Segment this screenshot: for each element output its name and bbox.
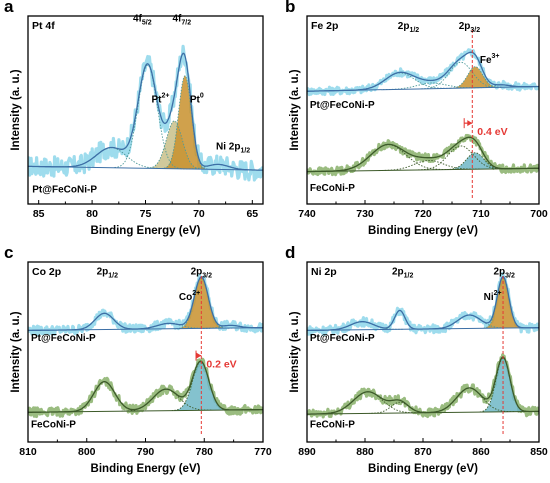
shift-label-c: 0.2 eV xyxy=(206,359,236,371)
peak-annotation-b-0: 2p1/2 xyxy=(398,21,420,34)
component-peak-a-0-1 xyxy=(113,64,182,170)
x-tick-label-d-2: 870 xyxy=(414,446,432,458)
peak-annotation-d-1: 2p3/2 xyxy=(493,267,515,280)
fit-curve-b-0 xyxy=(307,51,539,92)
x-axis-label-c: Binding Energy (eV) xyxy=(91,463,201,475)
y-axis-label-a: Intensity (a. u.) xyxy=(10,69,22,150)
component-peak-b-1-1 xyxy=(378,159,480,171)
panel-title-c: Co 2p xyxy=(32,266,61,278)
panel-b: Pt@FeCoNi-P FeCoNi-P 0.4 eV 2p1/2 2p3/2 Fe3+ 7… xyxy=(285,0,548,237)
series-label-c-1: FeCoNi-P xyxy=(31,420,76,431)
plot-area-b xyxy=(307,48,539,177)
x-tick-label-c-4: 770 xyxy=(254,446,272,458)
plot-area-c xyxy=(28,273,263,419)
panel-letter-d: d xyxy=(285,243,295,262)
component-peak-b-0-3 xyxy=(448,66,502,89)
fit-curve-b-1 xyxy=(307,136,539,173)
y-axis-label-c: Intensity (a. u.) xyxy=(10,311,22,392)
x-tick-label-a-1: 80 xyxy=(86,208,98,220)
series-label-d-1: FeCoNi-P xyxy=(310,420,355,431)
fit-curve-a-0 xyxy=(28,52,263,171)
x-axis-label-b: Binding Energy (eV) xyxy=(368,225,478,237)
y-axis-label-d: Intensity (a. u.) xyxy=(289,311,301,392)
x-axis-label-d: Binding Energy (eV) xyxy=(368,463,478,475)
shift-label-b: 0.4 eV xyxy=(477,126,507,138)
fill-component-a-0-1 xyxy=(164,75,206,170)
peak-annotation-c-2: Co2+ xyxy=(179,290,200,303)
panel-c: Pt@FeCoNi-P FeCoNi-P 0.2 eV 2p1/2 2p3/2 Co2+ 8… xyxy=(4,243,272,475)
peak-annotation-c-1: 2p3/2 xyxy=(191,267,213,280)
x-tick-label-c-3: 780 xyxy=(195,446,213,458)
x-tick-label-a-0: 85 xyxy=(33,208,45,220)
x-tick-label-c-0: 810 xyxy=(19,446,37,458)
raw-data-b-0 xyxy=(307,48,539,97)
shift-arrowhead-c xyxy=(196,352,202,359)
x-tick-label-b-0: 740 xyxy=(298,208,316,220)
x-tick-label-b-1: 730 xyxy=(356,208,374,220)
panel-a: Pt@FeCoNi-P 4f5/2 4f7/2 Pt2+ Pt0 Ni 2p1/2 85 80… xyxy=(4,0,264,237)
series-label-a-0: Pt@FeCoNi-P xyxy=(32,185,97,196)
peak-annotation-c-0: 2p1/2 xyxy=(97,267,119,280)
x-tick-label-d-0: 890 xyxy=(298,446,316,458)
peak-annotation-a-2: Pt2+ xyxy=(151,92,169,105)
fill-component-c-1-0 xyxy=(174,361,227,411)
panel-letter-a: a xyxy=(4,0,14,16)
x-axis-label-a: Binding Energy (eV) xyxy=(91,225,201,237)
component-peak-b-0-2 xyxy=(420,61,502,90)
fit-curve-c-0 xyxy=(28,276,263,332)
peak-annotation-d-2: Ni2+ xyxy=(484,290,502,303)
plot-area-a xyxy=(28,44,263,182)
x-tick-label-a-4: 65 xyxy=(246,208,258,220)
x-tick-label-c-2: 790 xyxy=(137,446,155,458)
plot-area-d xyxy=(307,271,539,419)
series-label-b-1: FeCoNi-P xyxy=(310,183,355,194)
x-tick-label-d-1: 880 xyxy=(356,446,374,458)
component-peak-a-0-2 xyxy=(146,120,203,170)
x-tick-label-a-3: 70 xyxy=(193,208,205,220)
peak-annotation-a-3: Pt0 xyxy=(190,92,204,105)
panel-title-b: Fe 2p xyxy=(311,20,338,32)
x-tick-label-b-2: 720 xyxy=(414,208,432,220)
panel-letter-c: c xyxy=(4,243,13,262)
series-label-b-0: Pt@FeCoNi-P xyxy=(310,100,375,111)
y-axis-label-b: Intensity (a. u.) xyxy=(289,69,301,150)
fit-curve-d-1 xyxy=(307,356,539,415)
x-tick-label-d-4: 850 xyxy=(530,446,548,458)
peak-annotation-b-1: 2p3/2 xyxy=(459,21,481,34)
x-tick-label-b-3: 710 xyxy=(472,208,490,220)
fill-component-b-0-0 xyxy=(451,66,500,89)
series-label-c-0: Pt@FeCoNi-P xyxy=(31,333,96,344)
peak-annotation-d-0: 2p1/2 xyxy=(392,267,414,280)
fit-curve-d-0 xyxy=(307,276,539,332)
panel-letter-b: b xyxy=(285,0,295,16)
panel-d: Pt@FeCoNi-P FeCoNi-P 2p1/2 2p3/2 Ni2+ 890 880 8… xyxy=(285,243,548,475)
panel-title-a: Pt 4f xyxy=(32,20,55,32)
panel-title-d: Ni 2p xyxy=(311,266,337,278)
fill-component-b-1-0 xyxy=(447,152,503,170)
component-peak-b-0-1 xyxy=(380,82,483,91)
x-tick-label-a-2: 75 xyxy=(140,208,152,220)
peak-annotation-a-0: 4f5/2 xyxy=(133,14,152,27)
x-tick-label-c-1: 800 xyxy=(78,446,96,458)
x-tick-label-d-3: 860 xyxy=(472,446,490,458)
peak-annotation-b-2: Fe3+ xyxy=(480,53,500,66)
component-peak-d-1-2 xyxy=(424,387,515,414)
shift-arrowhead-b xyxy=(467,120,473,127)
peak-annotation-a-4: Ni 2p1/2 xyxy=(216,141,250,154)
peak-annotation-a-1: 4f7/2 xyxy=(172,14,191,27)
component-peak-b-1-2 xyxy=(415,145,506,171)
fit-curve-c-1 xyxy=(28,360,263,413)
raw-data-c-1 xyxy=(28,357,263,419)
x-tick-label-b-4: 700 xyxy=(530,208,548,220)
plot-frame-a xyxy=(27,15,264,205)
series-label-d-0: Pt@FeCoNi-P xyxy=(310,333,375,344)
